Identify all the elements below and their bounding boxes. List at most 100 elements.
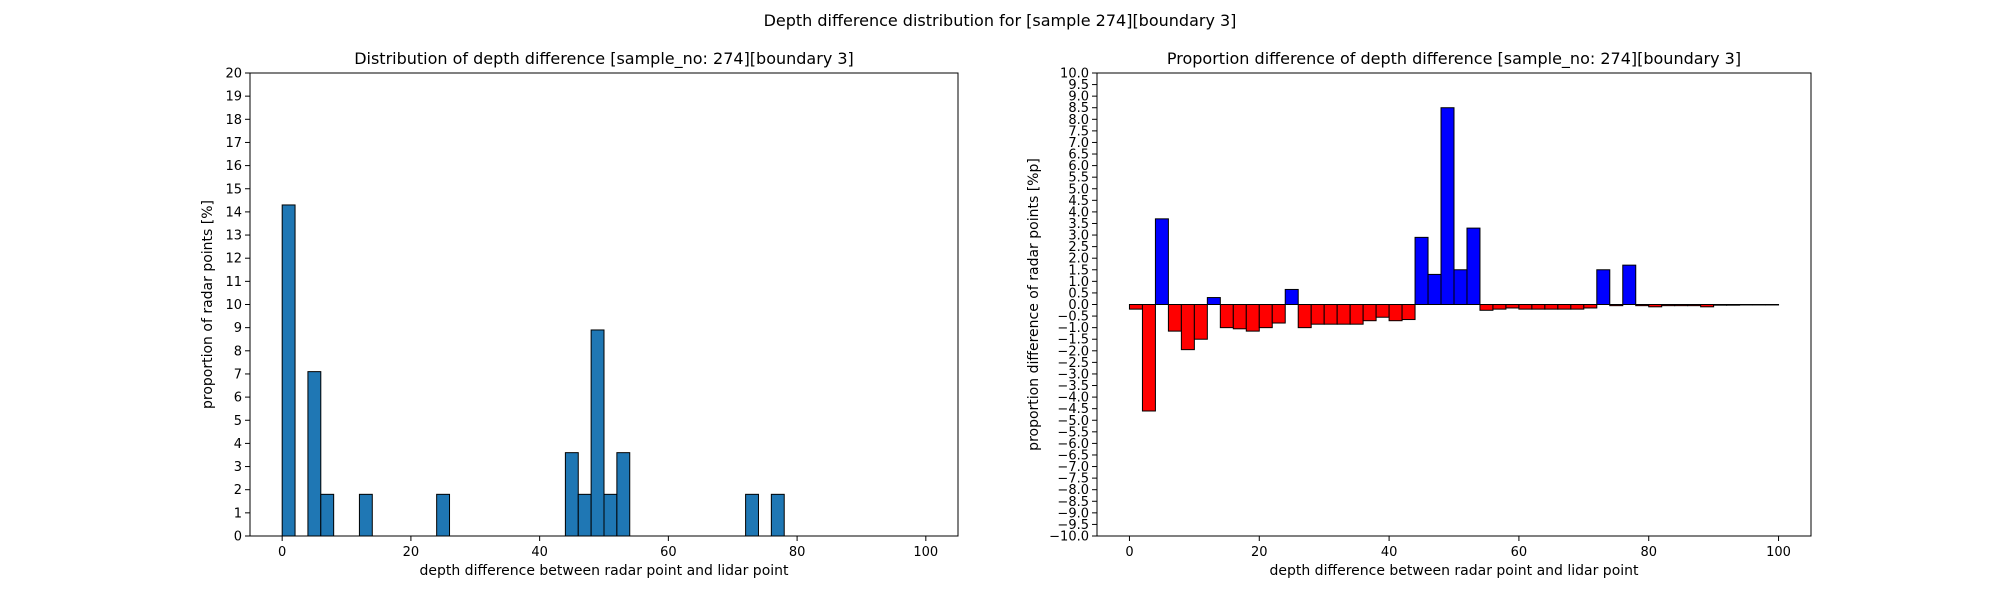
x-tick-label: 80	[789, 545, 806, 560]
chart-proportion-difference-title: Proportion difference of depth differenc…	[1167, 49, 1741, 69]
bar	[1635, 304, 1650, 307]
bar	[358, 493, 373, 537]
y-tick-label: 7.0	[1068, 136, 1089, 151]
y-tick-label: −4.5	[1057, 402, 1089, 417]
y-tick-label: 6	[234, 391, 242, 406]
y-tick-label: −0.5	[1057, 310, 1089, 325]
y-tick-label: 1.0	[1068, 275, 1089, 290]
y-tick-label: 12	[225, 252, 242, 267]
bar	[1245, 304, 1260, 332]
bar	[1154, 218, 1169, 305]
y-tick-label: 0.0	[1068, 298, 1089, 313]
y-tick-label: −7.5	[1057, 472, 1089, 487]
y-tick-label: −8.0	[1057, 483, 1089, 498]
y-tick-label: 2.0	[1068, 252, 1089, 267]
bar	[1440, 107, 1455, 305]
bar	[1466, 227, 1481, 305]
bar	[1323, 304, 1338, 325]
bar	[616, 452, 631, 537]
bar	[1622, 264, 1637, 305]
y-tick-label: 3	[234, 460, 242, 475]
bar	[1583, 304, 1598, 309]
y-tick-label: −6.0	[1057, 437, 1089, 452]
bar	[1557, 304, 1572, 310]
y-tick-label: 8.0	[1068, 113, 1089, 128]
x-tick-label: 20	[1251, 545, 1268, 560]
chart-proportion-difference-ylabel: proportion difference of radar points [%…	[1026, 158, 1042, 451]
bar	[1401, 304, 1416, 321]
x-tick-label: 60	[1511, 545, 1528, 560]
y-tick-label: 8	[234, 344, 242, 359]
bar	[564, 452, 579, 537]
bar	[1128, 304, 1143, 310]
y-tick-label: 7.5	[1068, 124, 1089, 139]
y-tick-label: −6.5	[1057, 448, 1089, 463]
y-tick-label: 4.0	[1068, 205, 1089, 220]
bar	[436, 493, 451, 537]
y-tick-label: 3.5	[1068, 217, 1089, 232]
y-tick-label: −2.0	[1057, 344, 1089, 359]
y-tick-label: 13	[225, 229, 242, 244]
y-tick-label: 3.0	[1068, 229, 1089, 244]
bar	[590, 329, 605, 537]
bar	[1700, 304, 1715, 308]
x-tick-label: 100	[1766, 545, 1791, 560]
bar	[1362, 304, 1377, 322]
bar	[1726, 304, 1741, 306]
bar	[770, 493, 785, 537]
y-tick-label: −2.5	[1057, 356, 1089, 371]
y-tick-label: 7	[234, 367, 242, 382]
bar	[1219, 304, 1234, 329]
y-tick-label: −3.5	[1057, 379, 1089, 394]
y-tick-label: 4	[234, 437, 242, 452]
bar	[1713, 304, 1728, 306]
y-tick-label: −9.5	[1057, 518, 1089, 533]
y-tick-label: −1.0	[1057, 321, 1089, 336]
x-tick-label: 0	[278, 545, 286, 560]
bar	[1297, 304, 1312, 329]
bar	[307, 371, 322, 537]
chart-distribution-bars	[281, 204, 785, 537]
bar	[1505, 304, 1520, 309]
chart-distribution: Distribution of depth difference [sample…	[200, 49, 959, 579]
y-tick-label: 6.0	[1068, 159, 1089, 174]
bar	[1414, 236, 1429, 306]
bar	[1596, 269, 1611, 305]
y-tick-label: −3.0	[1057, 367, 1089, 382]
y-tick-label: 5	[234, 414, 242, 429]
y-tick-label: 6.5	[1068, 148, 1089, 163]
y-tick-label: 1	[234, 506, 242, 521]
y-tick-label: 4.5	[1068, 194, 1089, 209]
y-tick-label: 9.5	[1068, 78, 1089, 93]
y-tick-label: 10.0	[1060, 67, 1089, 82]
chart-proportion-difference-y-axis: −10.0−9.5−9.0−8.5−8.0−7.5−7.0−6.5−6.0−5.…	[1049, 67, 1097, 545]
bar	[1674, 304, 1689, 307]
y-tick-label: −4.0	[1057, 391, 1089, 406]
y-tick-label: 14	[225, 205, 242, 220]
bar	[1336, 304, 1351, 325]
y-tick-label: 5.0	[1068, 182, 1089, 197]
y-tick-label: −8.5	[1057, 495, 1089, 510]
x-tick-label: 0	[1125, 545, 1133, 560]
chart-proportion-difference-x-axis: 0 20 40 60 80 100	[1125, 536, 1791, 560]
x-tick-label: 80	[1640, 545, 1657, 560]
chart-distribution-ylabel: proportion of radar points [%]	[200, 200, 216, 409]
chart-distribution-x-axis: 0 20 40 60 80 100	[278, 536, 938, 560]
y-tick-label: −9.0	[1057, 506, 1089, 521]
bar	[1427, 273, 1442, 305]
y-tick-label: 19	[225, 90, 242, 105]
y-tick-label: 1.5	[1068, 263, 1089, 278]
bar	[1310, 304, 1325, 325]
bar	[1544, 304, 1559, 310]
y-tick-label: 17	[225, 136, 242, 151]
bar	[1492, 304, 1507, 310]
bar	[1388, 304, 1403, 322]
x-tick-label: 100	[913, 545, 938, 560]
y-tick-label: 16	[225, 159, 242, 174]
y-tick-label: 11	[225, 275, 242, 290]
y-tick-label: 8.5	[1068, 101, 1089, 116]
chart-proportion-difference-xlabel: depth difference between radar point and…	[1269, 563, 1639, 579]
y-tick-label: 9.0	[1068, 90, 1089, 105]
